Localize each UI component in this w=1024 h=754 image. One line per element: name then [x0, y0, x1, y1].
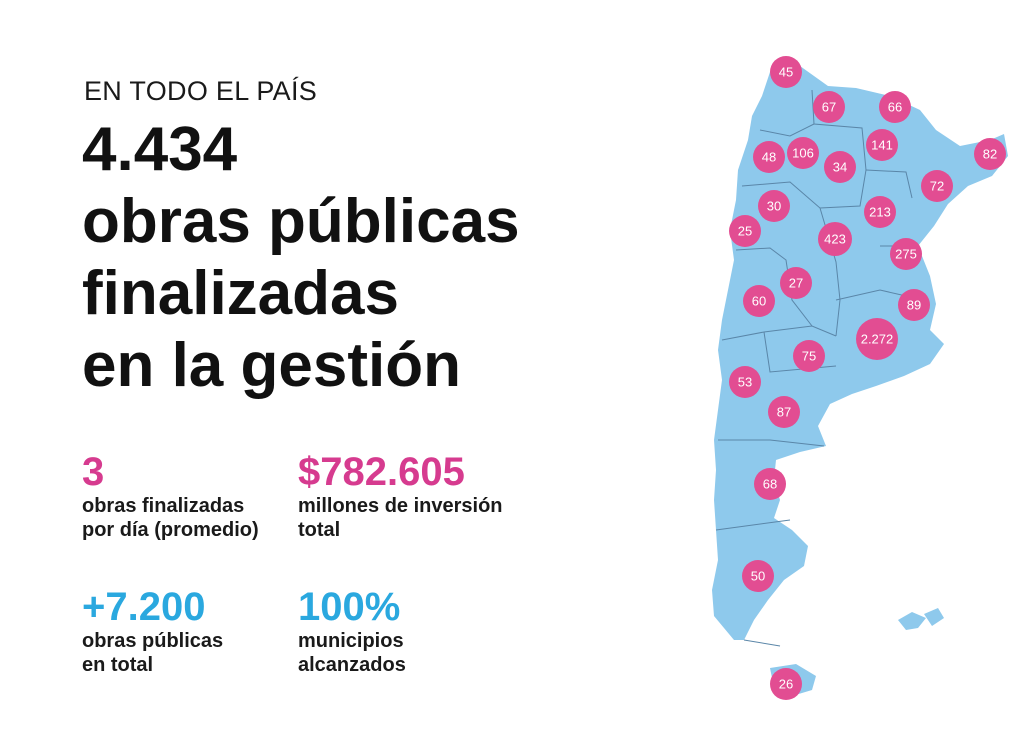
headline-line-2: obras públicas — [82, 187, 520, 256]
province-bubble — [780, 267, 812, 299]
stat-label-line-1: millones de inversión — [298, 495, 503, 517]
province-value-label: 141 — [871, 138, 893, 153]
province-value-label: 87 — [777, 405, 791, 420]
province-border — [715, 519, 791, 531]
kicker: EN TODO EL PAÍS — [84, 76, 318, 106]
stat-obras-total: +7.200 obras públicas en total — [82, 585, 223, 677]
stat-value: +7.200 — [82, 585, 206, 629]
stat-label-line-2: total — [298, 519, 341, 541]
province-value-label: 30 — [767, 199, 781, 214]
stat-label-line-2: en total — [82, 654, 154, 676]
province-bubble — [770, 56, 802, 88]
stat-inversion: $782.605 millones de inversión total — [298, 450, 503, 542]
province-border — [835, 289, 907, 301]
province-bubble — [729, 215, 761, 247]
stat-label-line-2: por día (promedio) — [82, 519, 259, 541]
province-border — [759, 123, 815, 137]
malvinas-islands — [898, 608, 944, 630]
province-value-label: 106 — [792, 146, 814, 161]
province-value-label: 26 — [779, 677, 793, 692]
province-value-label: 72 — [930, 179, 944, 194]
province-value-label: 75 — [802, 349, 816, 364]
stat-obras-por-dia: 3 obras finalizadas por día (promedio) — [82, 450, 259, 542]
province-border — [865, 169, 913, 199]
province-value-label: 45 — [779, 65, 793, 80]
province-bubble — [793, 340, 825, 372]
headline-line-3: finalizadas — [82, 259, 399, 328]
stat-label-line-1: municipios — [298, 630, 404, 652]
province-bubble — [818, 222, 852, 256]
stat-value: $782.605 — [298, 450, 465, 494]
stat-label-line-2: alcanzados — [298, 654, 406, 676]
province-bubble — [864, 196, 896, 228]
province-value-label: 53 — [738, 375, 752, 390]
province-border — [743, 639, 781, 647]
stat-label-line-1: obras públicas — [82, 630, 224, 652]
province-bubble — [921, 170, 953, 202]
province-bubble — [824, 151, 856, 183]
stat-value: 3 — [82, 450, 105, 494]
province-bubble — [753, 141, 785, 173]
province-value-label: 423 — [824, 232, 846, 247]
province-bubble — [742, 560, 774, 592]
province-bubble — [856, 318, 898, 360]
province-bubble — [974, 138, 1006, 170]
province-value-label: 89 — [907, 298, 921, 313]
province-border — [721, 325, 837, 341]
province-bubble — [813, 91, 845, 123]
province-border — [735, 247, 813, 327]
stat-municipios: 100% municipios alcanzados — [298, 585, 406, 677]
province-value-label: 2.272 — [861, 332, 894, 347]
province-bubble — [743, 285, 775, 317]
province-bubble — [754, 468, 786, 500]
province-value-label: 68 — [763, 477, 777, 492]
stat-value: 100% — [298, 585, 401, 629]
province-value-label: 67 — [822, 100, 836, 115]
province-bubble — [729, 366, 761, 398]
stat-label-line-1: obras finalizadas — [82, 495, 245, 517]
province-value-label: 275 — [895, 247, 917, 262]
headline: 4.434 obras públicas finalizadas en la g… — [82, 114, 520, 402]
province-bubble — [787, 137, 819, 169]
province-value-label: 82 — [983, 147, 997, 162]
province-bubble — [770, 668, 802, 700]
province-bubbles: 45 67 66 48 106 141 34 82 72 30 213 25 423 275 27 60 89 2… — [729, 56, 1006, 700]
province-value-label: 34 — [833, 160, 847, 175]
province-value-label: 48 — [762, 150, 776, 165]
province-bubble — [890, 238, 922, 270]
province-bubble — [758, 190, 790, 222]
province-value-label: 25 — [738, 224, 752, 239]
province-value-label: 213 — [869, 205, 891, 220]
province-bubble — [879, 91, 911, 123]
argentina-map: 45 67 66 48 106 141 34 82 72 30 213 25 423 275 27 60 89 2… — [712, 56, 1008, 700]
headline-line-4: en la gestión — [82, 331, 461, 400]
province-value-label: 50 — [751, 569, 765, 584]
province-value-label: 60 — [752, 294, 766, 309]
province-value-label: 27 — [789, 276, 803, 291]
province-value-label: 66 — [888, 100, 902, 115]
province-border — [718, 439, 825, 447]
headline-total: 4.434 — [82, 115, 238, 184]
province-bubble — [866, 129, 898, 161]
province-bubble — [768, 396, 800, 428]
province-border — [811, 89, 867, 209]
province-bubble — [898, 289, 930, 321]
